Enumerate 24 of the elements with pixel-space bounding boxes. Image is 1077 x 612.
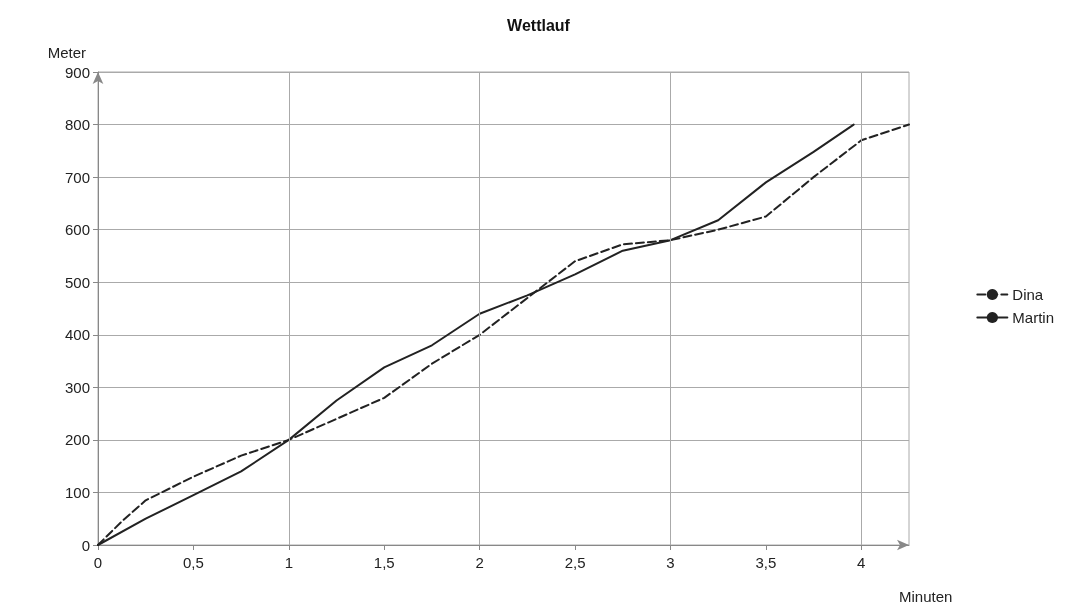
- x-tick-label: 3,5: [755, 554, 777, 571]
- x-tick-label: 0: [93, 554, 103, 571]
- y-tick-label: 0: [81, 536, 90, 554]
- x-tick-label: 4: [857, 554, 866, 571]
- x-tick-label: 1: [284, 554, 293, 571]
- x-axis-title: Minuten: [899, 588, 953, 605]
- x-tick-label: 2,5: [564, 554, 586, 571]
- y-tick-label: 400: [64, 326, 90, 344]
- y-tick-label: 600: [64, 221, 90, 239]
- chart-title: Wettlauf: [507, 16, 571, 34]
- y-tick-label: 200: [64, 431, 90, 449]
- y-tick-label: 300: [64, 378, 90, 396]
- legend-label: Dina: [1012, 286, 1044, 303]
- y-tick-label: 700: [64, 168, 90, 186]
- y-tick-label: 900: [64, 63, 90, 81]
- x-tick-label: 0,5: [182, 554, 204, 571]
- x-tick-label: 2: [475, 554, 484, 571]
- y-tick-label: 500: [64, 273, 90, 291]
- x-tick-label: 1,5: [373, 554, 395, 571]
- y-tick-label: 100: [64, 483, 90, 501]
- y-tick-label: 800: [64, 116, 90, 134]
- y-axis-title: Meter: [47, 44, 86, 61]
- x-tick-label: 3: [666, 554, 675, 571]
- legend-label: Martin: [1012, 309, 1055, 326]
